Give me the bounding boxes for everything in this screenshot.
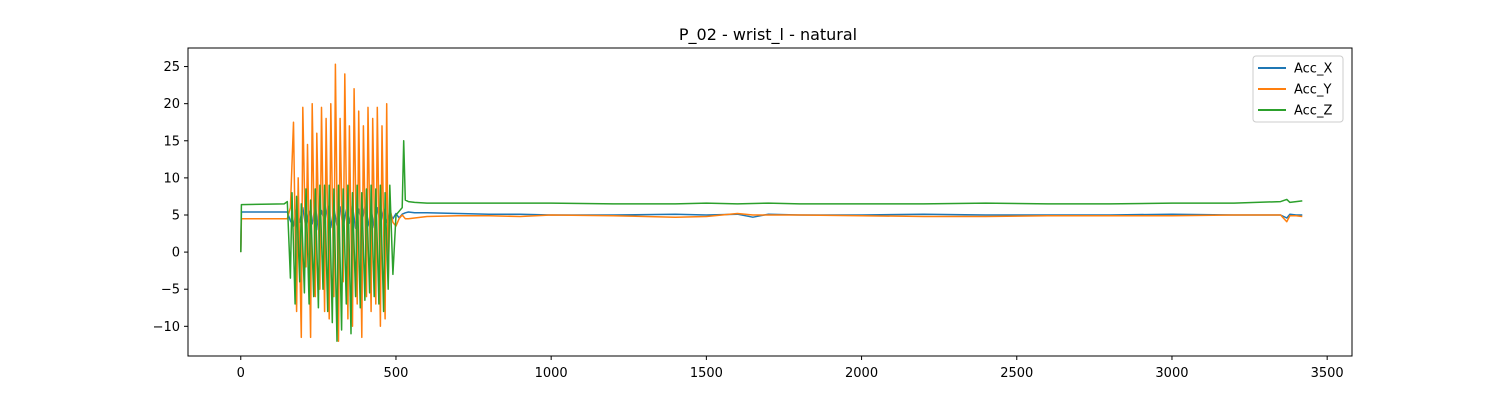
x-tick-label: 3000	[1155, 366, 1188, 381]
x-tick-label: 500	[384, 366, 409, 381]
chart-title: P_02 - wrist_l - natural	[679, 25, 857, 45]
x-axis: 0 500 1000 1500 2000 2500 3000 3500	[237, 356, 1344, 381]
y-tick-label: 5	[172, 208, 180, 223]
y-tick-label: −5	[161, 283, 180, 298]
x-tick-label: 1500	[690, 366, 723, 381]
legend-box	[1252, 55, 1344, 123]
y-tick-label: 10	[163, 171, 180, 186]
plot-lines	[240, 63, 1303, 342]
x-tick-label: 0	[237, 366, 245, 381]
x-tick-label: 2000	[845, 366, 878, 381]
y-axis: −10 −5 0 5 10 15 20 25	[153, 60, 188, 335]
y-tick-label: −10	[153, 320, 180, 335]
series-line-acc-z	[240, 140, 1303, 342]
legend: Acc_X Acc_Y Acc_Z	[1252, 55, 1344, 123]
x-tick-label: 2500	[1000, 366, 1033, 381]
y-tick-label: 20	[163, 97, 180, 112]
x-tick-label: 3500	[1311, 366, 1344, 381]
y-tick-label: 25	[163, 60, 180, 75]
y-tick-label: 15	[163, 134, 180, 149]
series-line-acc-y	[240, 63, 1303, 342]
plot-frame	[187, 47, 1353, 357]
legend-label: Acc_Z	[1294, 104, 1332, 119]
legend-label: Acc_X	[1294, 62, 1332, 77]
y-tick-label: 0	[172, 246, 180, 261]
legend-label: Acc_Y	[1294, 83, 1331, 98]
x-tick-label: 1000	[535, 366, 568, 381]
